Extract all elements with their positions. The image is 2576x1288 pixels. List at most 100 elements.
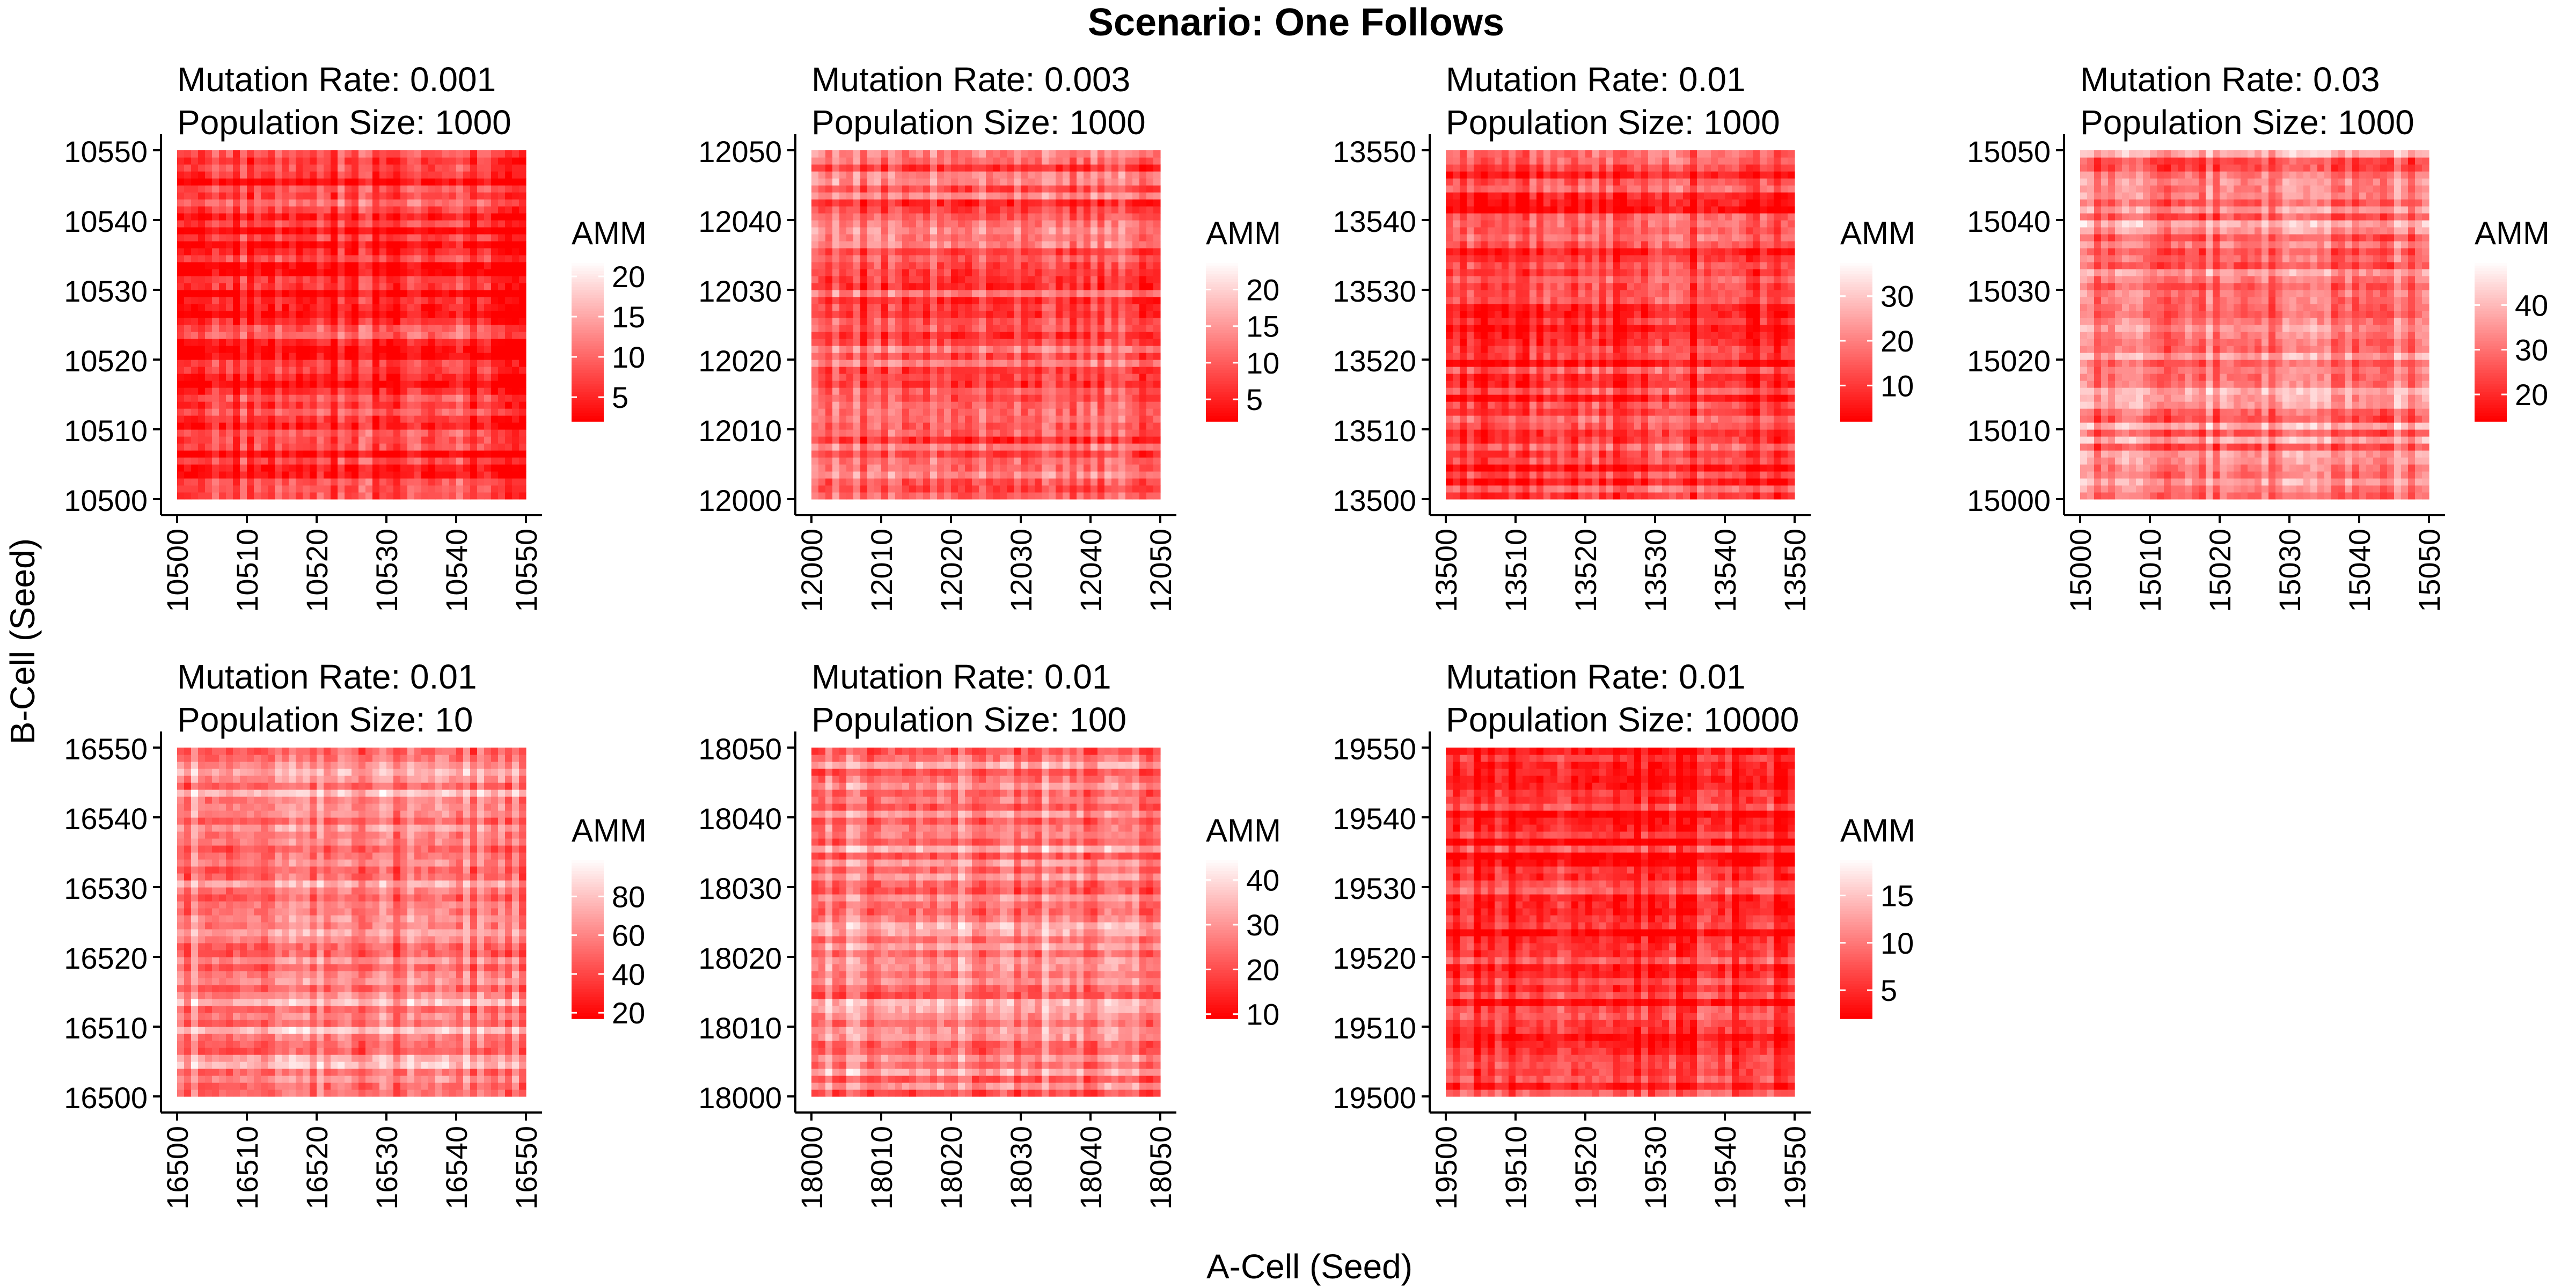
heatmap-cell: [958, 283, 965, 290]
heatmap-cell: [226, 262, 233, 269]
heatmap-cell: [853, 367, 861, 374]
heatmap-cell: [247, 408, 254, 416]
heatmap-cell: [338, 262, 345, 269]
heatmap-cell: [282, 227, 289, 235]
heatmap-cell: [261, 367, 268, 374]
heatmap-cell: [951, 269, 958, 276]
heatmap-cell: [400, 192, 408, 200]
heatmap-cell: [345, 185, 352, 193]
heatmap-cell: [1111, 380, 1119, 388]
heatmap-cell: [832, 234, 840, 241]
heatmap-cell: [958, 304, 965, 311]
heatmap-cell: [365, 248, 373, 255]
heatmap-cell: [275, 213, 282, 221]
heatmap-cell: [1125, 353, 1133, 360]
heatmap-cell: [1000, 325, 1007, 332]
heatmap-cell: [352, 290, 359, 297]
heatmap-cell: [435, 429, 443, 437]
heatmap-cell: [1097, 457, 1105, 465]
heatmap-cell: [1070, 464, 1077, 472]
heatmap-cell: [1021, 262, 1028, 269]
heatmap-cell: [1014, 443, 1021, 451]
heatmap-cell: [345, 290, 352, 297]
heatmap-cell: [1091, 478, 1098, 486]
heatmap-cell: [498, 492, 506, 500]
heatmap-cell: [338, 164, 345, 172]
heatmap-cell: [358, 436, 366, 444]
heatmap-cell: [435, 297, 443, 304]
heatmap-cell: [832, 262, 840, 269]
heatmap-cell: [289, 436, 296, 444]
heatmap-cell: [1042, 415, 1049, 423]
heatmap-cell: [881, 311, 889, 318]
heatmap-cell: [1021, 380, 1028, 388]
heatmap-cell: [1070, 360, 1077, 367]
heatmap-cell: [317, 304, 324, 311]
heatmap-cell: [1084, 401, 1091, 409]
heatmap-cell: [379, 464, 387, 472]
heatmap-cell: [428, 241, 436, 248]
heatmap-cell: [428, 290, 436, 297]
heatmap-cell: [498, 262, 506, 269]
heatmap-cell: [310, 443, 317, 451]
heatmap-cell: [477, 178, 485, 186]
heatmap-cell: [1049, 450, 1056, 458]
heatmap-cell: [937, 429, 945, 437]
heatmap-cell: [400, 171, 408, 179]
heatmap-cell: [372, 171, 380, 179]
heatmap-cell: [177, 401, 185, 409]
heatmap-cell: [498, 304, 506, 311]
heatmap-cell: [965, 485, 972, 493]
heatmap-cell: [867, 311, 875, 318]
heatmap-cell: [860, 213, 868, 221]
heatmap-cell: [358, 325, 366, 332]
heatmap-cell: [916, 394, 924, 402]
heatmap-cell: [1042, 192, 1049, 200]
heatmap-cell: [352, 464, 359, 472]
heatmap-cell: [895, 367, 903, 374]
heatmap-cell: [345, 478, 352, 486]
heatmap-cell: [1153, 269, 1161, 276]
heatmap-cell: [1125, 185, 1133, 193]
heatmap-cell: [275, 478, 282, 486]
heatmap-cell: [937, 471, 945, 479]
heatmap-cell: [261, 422, 268, 430]
heatmap-cell: [951, 227, 958, 235]
heatmap-cell: [1028, 360, 1035, 367]
heatmap-cell: [1077, 206, 1084, 214]
heatmap-cell: [268, 150, 275, 158]
heatmap-cell: [400, 283, 408, 290]
heatmap-cell: [979, 492, 986, 500]
heatmap-cell: [338, 171, 345, 179]
heatmap-cell: [463, 206, 471, 214]
heatmap-cell: [860, 332, 868, 339]
heatmap-cell: [212, 374, 219, 381]
heatmap-cell: [902, 471, 910, 479]
heatmap-cell: [177, 485, 185, 493]
heatmap-cell: [205, 255, 213, 262]
heatmap-cell: [916, 304, 924, 311]
heatmap-cell: [470, 290, 478, 297]
heatmap-cell: [1118, 283, 1126, 290]
heatmap-cell: [986, 311, 993, 318]
heatmap-cell: [491, 408, 499, 416]
heatmap-cell: [1035, 422, 1042, 430]
heatmap-cell: [463, 415, 471, 423]
heatmap-cell: [268, 206, 275, 214]
heatmap-cell: [867, 408, 875, 416]
heatmap-cell: [442, 394, 450, 402]
heatmap-cell: [247, 380, 254, 388]
heatmap-cell: [463, 325, 471, 332]
heatmap-cell: [470, 241, 478, 248]
heatmap-cell: [902, 248, 910, 255]
heatmap-cell: [254, 262, 261, 269]
heatmap-cell: [1049, 171, 1056, 179]
heatmap-cell: [1028, 478, 1035, 486]
heatmap-cell: [407, 415, 415, 423]
heatmap-cell: [463, 394, 471, 402]
heatmap-cell: [846, 492, 854, 500]
heatmap-cell: [951, 436, 958, 444]
heatmap-cell: [965, 269, 972, 276]
heatmap-cell: [519, 485, 526, 493]
